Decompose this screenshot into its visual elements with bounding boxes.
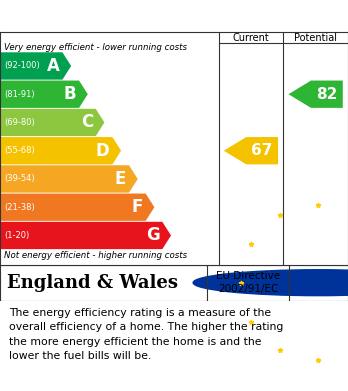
Polygon shape [0, 81, 88, 108]
Circle shape [193, 270, 348, 296]
Text: (1-20): (1-20) [4, 231, 30, 240]
Text: (21-38): (21-38) [4, 203, 35, 212]
Text: (55-68): (55-68) [4, 146, 35, 155]
Polygon shape [224, 137, 278, 164]
Text: Very energy efficient - lower running costs: Very energy efficient - lower running co… [4, 43, 187, 52]
Polygon shape [0, 137, 121, 164]
Text: 82: 82 [316, 87, 338, 102]
Text: (81-91): (81-91) [4, 90, 35, 99]
Polygon shape [0, 194, 155, 221]
Text: D: D [96, 142, 110, 160]
Polygon shape [0, 165, 138, 193]
Text: EU Directive
2002/91/EC: EU Directive 2002/91/EC [216, 271, 280, 294]
Text: Current: Current [232, 32, 269, 43]
Text: A: A [47, 57, 60, 75]
Text: B: B [64, 85, 76, 103]
Text: G: G [146, 226, 159, 244]
Text: (39-54): (39-54) [4, 174, 35, 183]
Text: Not energy efficient - higher running costs: Not energy efficient - higher running co… [4, 251, 187, 260]
Text: Energy Efficiency Rating: Energy Efficiency Rating [9, 7, 238, 25]
Text: England & Wales: England & Wales [7, 274, 178, 292]
Text: 67: 67 [252, 143, 273, 158]
Text: F: F [132, 198, 143, 216]
Polygon shape [0, 222, 171, 249]
Text: The energy efficiency rating is a measure of the
overall efficiency of a home. T: The energy efficiency rating is a measur… [9, 308, 283, 361]
Polygon shape [0, 52, 71, 80]
Polygon shape [0, 109, 104, 136]
Text: (92-100): (92-100) [4, 61, 40, 70]
Text: C: C [81, 113, 93, 131]
Text: Potential: Potential [294, 32, 337, 43]
Text: E: E [115, 170, 126, 188]
Text: (69-80): (69-80) [4, 118, 35, 127]
Polygon shape [288, 81, 343, 108]
